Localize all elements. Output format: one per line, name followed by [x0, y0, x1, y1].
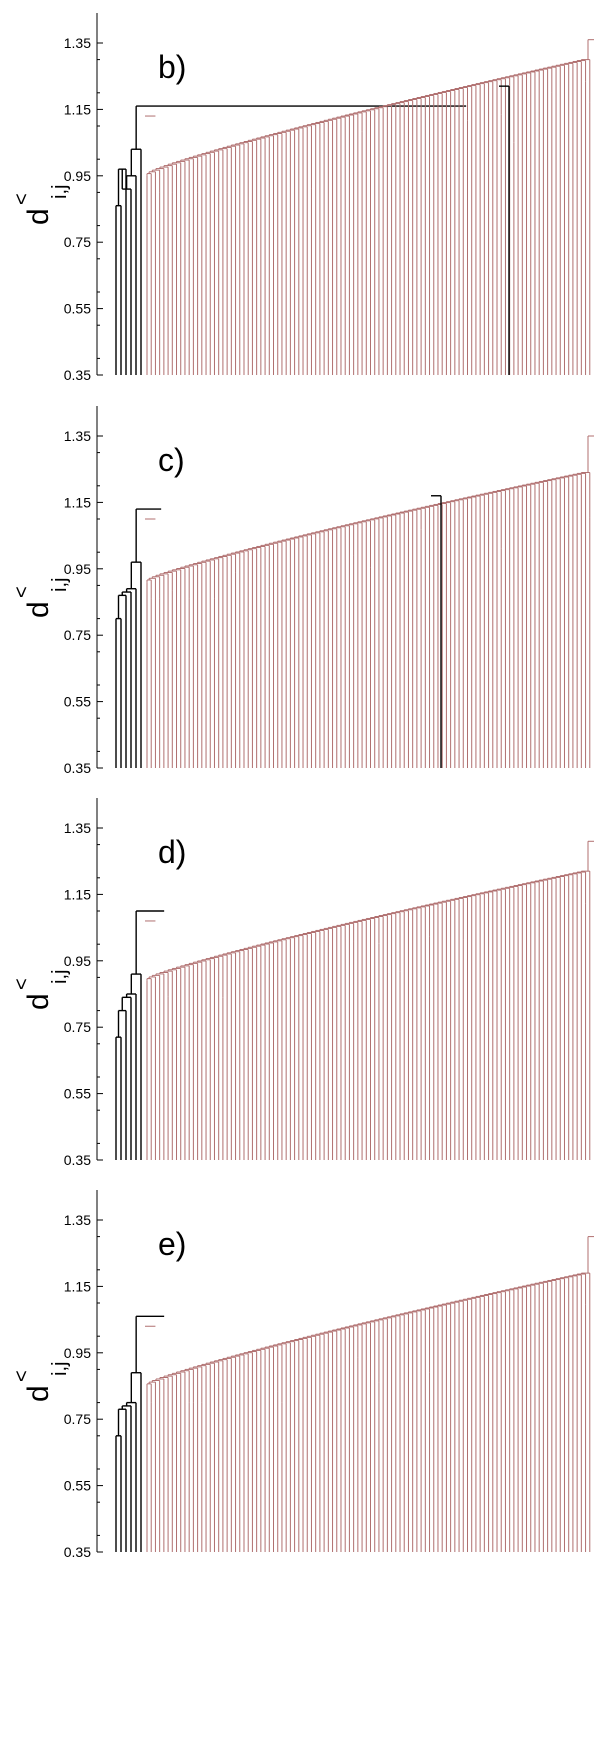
y-tick-label: 1.35 — [64, 820, 91, 836]
y-tick-label: 1.15 — [64, 1278, 91, 1294]
dendrogram — [115, 39, 594, 375]
y-tick-label: 0.95 — [64, 561, 91, 577]
panel-label: e) — [158, 1226, 186, 1262]
y-tick-label: 0.95 — [64, 168, 91, 184]
dendrogram — [115, 1236, 594, 1552]
y-axis-label-main: d — [22, 208, 55, 225]
y-tick-label: 0.55 — [64, 694, 91, 710]
y-axis-label: d < i,j — [11, 185, 71, 225]
panel-d: 1.35 1.15 0.95 0.75 0.55 0.35 d < i,j d) — [11, 798, 594, 1168]
y-tick-label: 0.75 — [64, 1411, 91, 1427]
y-axis-label-subscript: i,j — [49, 1362, 71, 1376]
y-tick-label: 0.35 — [64, 760, 91, 776]
y-axis-label-hat: < — [11, 193, 33, 205]
dendrogram — [115, 435, 594, 768]
y-axis-label-main: d — [22, 601, 55, 618]
y-tick-label: 0.95 — [64, 1345, 91, 1361]
y-axis-label-subscript: i,j — [49, 970, 71, 984]
y-tick-label: 0.35 — [64, 1544, 91, 1560]
y-tick-label: 0.55 — [64, 1086, 91, 1102]
y-tick-label: 0.95 — [64, 953, 91, 969]
y-tick-label: 0.75 — [64, 627, 91, 643]
y-axis-label-subscript: i,j — [49, 578, 71, 592]
y-axis-label: d < i,j — [11, 578, 71, 618]
y-axis-label-hat: < — [11, 586, 33, 598]
y-tick-label: 1.15 — [64, 886, 91, 902]
panel-label: b) — [158, 49, 186, 85]
y-tick-label: 1.15 — [64, 494, 91, 510]
dendrogram — [115, 840, 594, 1160]
y-axis-label-hat: < — [11, 1370, 33, 1382]
y-axis-label: d < i,j — [11, 970, 71, 1010]
panel-b: 1.35 1.15 0.95 0.75 0.55 0.35 d < i,j b) — [11, 13, 594, 383]
panel-c: 1.35 1.15 0.95 0.75 0.55 0.35 d < i,j c) — [11, 406, 594, 776]
y-axis-label-main: d — [22, 993, 55, 1010]
y-tick-label: 0.75 — [64, 1019, 91, 1035]
y-axis-label-main: d — [22, 1385, 55, 1402]
panel-label: c) — [158, 442, 185, 478]
y-tick-label: 1.15 — [64, 101, 91, 117]
y-tick-label: 0.35 — [64, 1152, 91, 1168]
y-axis-label-hat: < — [11, 978, 33, 990]
y-tick-label: 0.55 — [64, 1478, 91, 1494]
y-tick-label: 1.35 — [64, 428, 91, 444]
y-tick-label: 0.35 — [64, 367, 91, 383]
y-tick-label: 0.75 — [64, 234, 91, 250]
panel-e: 1.35 1.15 0.95 0.75 0.55 0.35 d < i,j e) — [11, 1190, 594, 1560]
y-tick-label: 1.35 — [64, 35, 91, 51]
y-axis-label-subscript: i,j — [49, 185, 71, 199]
y-tick-label: 0.55 — [64, 301, 91, 317]
y-axis-label: d < i,j — [11, 1362, 71, 1402]
y-tick-label: 1.35 — [64, 1212, 91, 1228]
panel-label: d) — [158, 834, 186, 870]
